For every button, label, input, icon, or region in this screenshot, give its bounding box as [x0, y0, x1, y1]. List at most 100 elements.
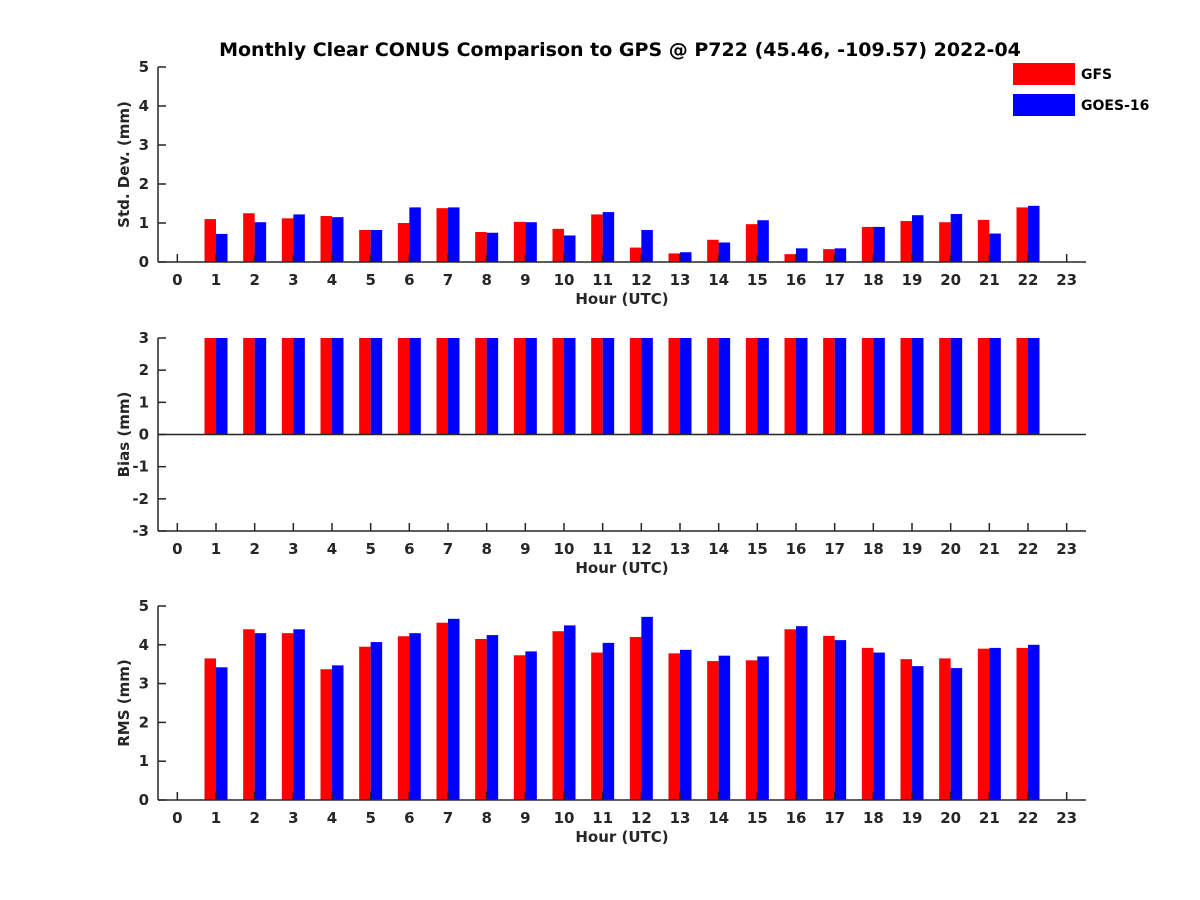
bar-goes-16-hour-21 — [989, 647, 1001, 800]
bar-gfs-hour-10 — [552, 228, 564, 262]
y-tick-label: 2 — [139, 713, 149, 731]
bar-gfs-hour-17 — [823, 338, 835, 435]
bar-goes-16-hour-21 — [989, 233, 1001, 262]
x-tick-label: 10 — [554, 540, 575, 558]
bar-goes-16-hour-11 — [602, 212, 615, 262]
x-tick-label: 2 — [249, 271, 259, 289]
x-tick-label: 5 — [365, 540, 375, 558]
bar-gfs-hour-12 — [629, 338, 642, 435]
bar-gfs-hour-19 — [900, 221, 912, 262]
x-tick-label: 16 — [786, 271, 807, 289]
bar-goes-16-hour-18 — [873, 226, 885, 262]
bar-goes-16-hour-16 — [796, 626, 808, 800]
bar-goes-16-hour-6 — [409, 633, 421, 800]
bar-gfs-hour-18 — [861, 338, 874, 435]
x-tick-label: 11 — [592, 271, 613, 289]
bar-gfs-hour-7 — [436, 622, 448, 800]
x-tick-label: 9 — [520, 809, 530, 827]
y-tick-label: 3 — [139, 329, 149, 347]
x-tick-label: 1 — [211, 271, 221, 289]
bar-gfs-hour-15 — [745, 660, 758, 800]
bar-gfs-hour-14 — [707, 239, 719, 262]
x-axis-label: Hour (UTC) — [575, 828, 668, 846]
y-axis-label: RMS (mm) — [115, 659, 133, 746]
bar-gfs-hour-5 — [359, 646, 371, 800]
x-tick-label: 7 — [443, 809, 453, 827]
bar-goes-16-hour-3 — [293, 629, 305, 800]
bar-gfs-hour-15 — [745, 224, 758, 262]
bar-goes-16-hour-14 — [718, 655, 731, 800]
x-tick-label: 2 — [249, 540, 259, 558]
bar-gfs-hour-14 — [707, 338, 719, 435]
bar-gfs-hour-21 — [977, 338, 990, 435]
bar-gfs-hour-11 — [591, 338, 603, 435]
bar-goes-16-hour-5 — [370, 338, 383, 435]
bar-gfs-hour-5 — [359, 230, 371, 262]
y-axis-label: Std. Dev. (mm) — [115, 101, 133, 228]
x-tick-label: 17 — [824, 809, 845, 827]
bar-goes-16-hour-20 — [950, 668, 963, 800]
x-tick-label: 0 — [172, 271, 182, 289]
bar-goes-16-hour-18 — [873, 652, 885, 800]
y-tick-label: 2 — [139, 361, 149, 379]
legend-label-goes-16: GOES-16 — [1081, 98, 1149, 114]
bar-goes-16-hour-22 — [1028, 644, 1040, 800]
x-tick-label: 0 — [172, 809, 182, 827]
x-tick-label: 21 — [979, 540, 1000, 558]
x-tick-label: 9 — [520, 540, 530, 558]
bar-goes-16-hour-10 — [564, 625, 576, 800]
bar-gfs-hour-16 — [784, 338, 796, 435]
bar-goes-16-hour-20 — [950, 214, 963, 262]
bar-goes-16-hour-14 — [718, 242, 731, 262]
bar-goes-16-hour-15 — [757, 656, 769, 800]
bar-goes-16-hour-3 — [293, 214, 305, 262]
x-tick-label: 4 — [327, 271, 337, 289]
x-tick-label: 6 — [404, 809, 414, 827]
x-tick-label: 19 — [902, 540, 923, 558]
x-tick-label: 20 — [940, 809, 961, 827]
bar-goes-16-hour-13 — [680, 649, 692, 800]
bar-gfs-hour-9 — [513, 655, 526, 800]
bar-gfs-hour-18 — [861, 647, 874, 800]
bar-gfs-hour-3 — [281, 218, 294, 262]
y-tick-label: 0 — [139, 426, 149, 444]
bar-gfs-hour-8 — [475, 231, 487, 262]
x-tick-label: 12 — [631, 809, 652, 827]
x-tick-label: 16 — [786, 540, 807, 558]
y-tick-label: 5 — [139, 58, 149, 76]
bar-goes-16-hour-5 — [370, 642, 383, 800]
x-tick-label: 4 — [327, 809, 337, 827]
x-axis-label: Hour (UTC) — [575, 290, 668, 308]
bar-gfs-hour-5 — [359, 338, 371, 435]
bar-goes-16-hour-6 — [409, 338, 421, 435]
bar-gfs-hour-2 — [243, 213, 255, 262]
y-tick-label: 1 — [139, 393, 149, 411]
x-tick-label: 6 — [404, 271, 414, 289]
bar-goes-16-hour-6 — [409, 207, 421, 262]
bar-goes-16-hour-4 — [332, 665, 344, 800]
x-axis-label: Hour (UTC) — [575, 559, 668, 577]
x-tick-label: 5 — [365, 271, 375, 289]
bar-gfs-hour-1 — [204, 338, 216, 435]
x-tick-label: 8 — [481, 540, 491, 558]
bar-gfs-hour-12 — [629, 637, 642, 800]
x-tick-label: 11 — [592, 809, 613, 827]
legend-label-gfs: GFS — [1081, 67, 1112, 83]
bar-gfs-hour-6 — [397, 223, 410, 262]
bar-gfs-hour-13 — [668, 253, 680, 262]
x-tick-label: 1 — [211, 809, 221, 827]
bar-goes-16-hour-5 — [370, 230, 383, 262]
bar-goes-16-hour-17 — [834, 338, 847, 435]
x-tick-label: 18 — [863, 271, 884, 289]
bar-goes-16-hour-17 — [834, 248, 847, 262]
bar-goes-16-hour-8 — [486, 338, 499, 435]
bar-goes-16-hour-2 — [254, 338, 267, 435]
bar-gfs-hour-6 — [397, 636, 410, 800]
bar-goes-16-hour-12 — [641, 230, 653, 262]
bar-gfs-hour-10 — [552, 338, 564, 435]
bars — [204, 616, 1040, 800]
